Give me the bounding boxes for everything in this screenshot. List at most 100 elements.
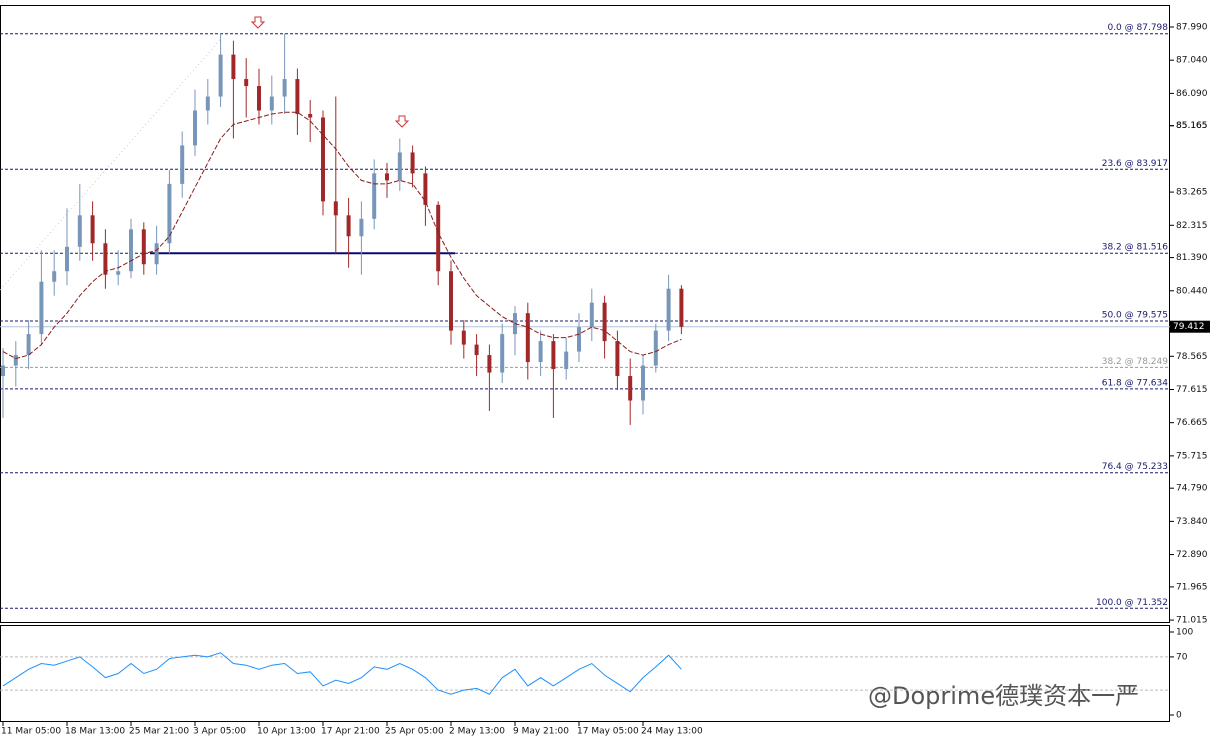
candle-body bbox=[1, 365, 5, 377]
candle-body bbox=[423, 173, 428, 205]
candle-body bbox=[564, 351, 569, 370]
peak-arrow bbox=[250, 16, 266, 29]
x-tick-label: 17 May 05:00 bbox=[577, 727, 639, 737]
y-tick-label: 77.615 bbox=[1176, 385, 1208, 395]
y-tick-label: 83.265 bbox=[1176, 188, 1208, 198]
candle-body bbox=[52, 271, 57, 282]
y-tick-label: 73.840 bbox=[1176, 517, 1208, 527]
y-tick-label: 76.665 bbox=[1176, 418, 1208, 428]
y-tick-label: 80.440 bbox=[1176, 286, 1208, 296]
candle-body bbox=[500, 334, 505, 373]
x-tick-label: 9 May 21:00 bbox=[513, 727, 569, 737]
candle-body bbox=[653, 330, 658, 366]
x-tick-label: 10 Apr 13:00 bbox=[257, 727, 316, 737]
y-tick-label: 87.040 bbox=[1176, 56, 1208, 66]
x-tick-label: 25 Apr 05:00 bbox=[385, 727, 444, 737]
candle-body bbox=[333, 201, 338, 216]
candle-body bbox=[628, 376, 633, 401]
y-tick-label: 71.965 bbox=[1176, 582, 1208, 592]
candle-body bbox=[436, 204, 441, 272]
candle-body bbox=[141, 229, 146, 265]
candle-body bbox=[116, 271, 121, 275]
candle-body bbox=[295, 79, 300, 115]
candle-body bbox=[641, 365, 645, 401]
current-price-label: 79.412 bbox=[1173, 322, 1205, 332]
candle-body bbox=[90, 215, 95, 244]
peak-arrow bbox=[394, 115, 410, 128]
price-panel bbox=[0, 5, 1170, 623]
current-price-box bbox=[1170, 320, 1210, 333]
fib-label: 0.0 @ 87.798 bbox=[1107, 23, 1168, 33]
y-tick-label: 85.165 bbox=[1176, 121, 1208, 131]
candle-body bbox=[13, 355, 18, 366]
candle-body bbox=[154, 243, 159, 265]
rsi-tick-label: 70 bbox=[1176, 652, 1188, 662]
y-tick-label: 78.565 bbox=[1176, 352, 1208, 362]
x-tick-label: 17 Apr 21:00 bbox=[321, 727, 380, 737]
candle-body bbox=[385, 173, 389, 181]
candle-body bbox=[257, 86, 261, 111]
x-tick-label: 24 May 13:00 bbox=[641, 727, 703, 737]
x-tick-label: 18 Mar 13:00 bbox=[65, 727, 125, 737]
candle-body bbox=[577, 327, 581, 352]
rsi-tick-label: 100 bbox=[1176, 628, 1193, 638]
fib-label: 100.0 @ 71.352 bbox=[1096, 598, 1168, 608]
candle-body bbox=[551, 341, 556, 370]
candle-body bbox=[77, 215, 82, 247]
candle-body bbox=[65, 246, 69, 272]
y-tick-label: 81.390 bbox=[1176, 253, 1208, 263]
watermark: @Doprime德璞资本一严 bbox=[868, 682, 1139, 710]
candle-body bbox=[218, 54, 223, 97]
candle-body bbox=[193, 110, 197, 146]
x-tick-label: 2 May 13:00 bbox=[449, 727, 505, 737]
candle-body bbox=[525, 313, 530, 363]
candle-body bbox=[397, 152, 402, 181]
candle-body bbox=[39, 281, 44, 335]
candle-body bbox=[321, 117, 325, 202]
candle-body bbox=[359, 218, 364, 237]
x-tick-label: 25 Mar 21:00 bbox=[129, 727, 189, 737]
candle-body bbox=[269, 96, 274, 111]
candle-body bbox=[666, 288, 671, 331]
moving-average bbox=[2, 111, 682, 360]
candle-body bbox=[103, 243, 108, 275]
candle-body bbox=[449, 271, 453, 331]
rsi-line bbox=[2, 652, 682, 695]
candle-body bbox=[205, 96, 210, 111]
candle-body bbox=[589, 302, 594, 328]
y-tick-label: 86.090 bbox=[1176, 89, 1208, 99]
candle-body bbox=[26, 334, 31, 356]
candle-body bbox=[602, 302, 607, 342]
y-tick-label: 85.165 bbox=[1176, 121, 1208, 131]
candle-body bbox=[244, 79, 249, 87]
candle-body bbox=[474, 344, 479, 356]
candle-body bbox=[180, 145, 185, 184]
fib-label: 50.0 @ 79.575 bbox=[1102, 311, 1168, 321]
candle-body bbox=[615, 341, 620, 377]
y-tick-label: 74.790 bbox=[1176, 484, 1208, 494]
fib-label: 61.8 @ 77.634 bbox=[1102, 378, 1169, 388]
y-tick-label: 72.890 bbox=[1176, 550, 1208, 560]
fib-label: 38.2 @ 81.516 bbox=[1102, 243, 1169, 253]
rsi-panel bbox=[0, 625, 1170, 722]
fib-label: 23.6 @ 83.917 bbox=[1102, 159, 1168, 169]
candle-body bbox=[487, 355, 492, 373]
x-tick-label: 11 Mar 05:00 bbox=[1, 727, 61, 737]
candle-body bbox=[129, 229, 133, 272]
candle-body bbox=[538, 341, 543, 363]
candle-body bbox=[231, 54, 236, 80]
candle-body bbox=[461, 330, 466, 345]
candle-body bbox=[308, 114, 313, 118]
y-tick-label: 82.315 bbox=[1176, 221, 1208, 231]
rsi-tick-label: 0 bbox=[1176, 711, 1182, 721]
candle-body bbox=[346, 215, 351, 237]
candle-body bbox=[372, 173, 377, 219]
fib-label: 76.4 @ 75.233 bbox=[1102, 462, 1168, 472]
candle-body bbox=[167, 183, 172, 244]
candle-body bbox=[282, 79, 287, 97]
y-tick-label: 71.015 bbox=[1176, 616, 1208, 626]
y-tick-label: 75.715 bbox=[1176, 451, 1208, 461]
candle-body bbox=[410, 152, 415, 174]
candle-body bbox=[679, 288, 684, 327]
